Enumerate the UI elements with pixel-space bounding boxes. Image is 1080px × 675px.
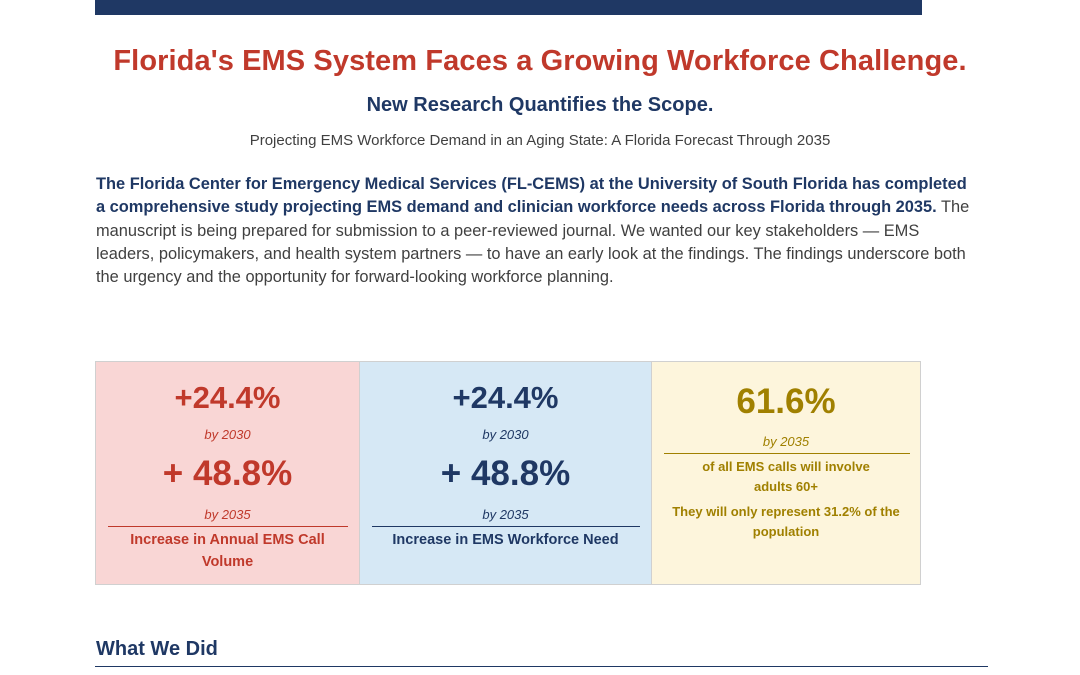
intro-paragraph: The Florida Center for Emergency Medical…	[96, 173, 976, 289]
intro-body: The manuscript is being prepared for sub…	[96, 198, 970, 287]
older-adults-line1: of all EMS calls will involve adults 60+	[702, 459, 870, 494]
older-adults-line2: They will only represent 31.2% of the po…	[672, 504, 900, 539]
older-adults-value: 61.6%	[736, 382, 836, 421]
workforce-description: Increase in EMS Workforce Need	[392, 532, 619, 548]
call-volume-description: Increase in Annual EMS Call Volume	[130, 532, 325, 570]
call-volume-2030-value: +24.4%	[174, 380, 281, 415]
top-banner-bar	[95, 0, 922, 15]
study-caption: Projecting EMS Workforce Demand in an Ag…	[249, 132, 831, 149]
older-adults-label: by 2035	[762, 434, 810, 449]
workforce-2030-label: by 2030	[482, 427, 529, 442]
stats-panel: +24.4% by 2030 + 48.8% by 2035 Increase …	[95, 361, 921, 585]
workforce-2035-value: + 48.8%	[440, 454, 571, 493]
call-volume-2030-label: by 2030	[204, 427, 251, 442]
call-volume-divider	[108, 526, 348, 527]
section-divider	[95, 666, 988, 667]
older-adults-stat-card: 61.6% by 2035 of all EMS calls will invo…	[652, 362, 920, 584]
older-adults-divider	[664, 453, 910, 454]
section-heading: What We Did	[96, 638, 218, 660]
intro-lead: The Florida Center for Emergency Medical…	[96, 175, 967, 217]
workforce-divider	[372, 526, 640, 527]
call-volume-stat-card: +24.4% by 2030 + 48.8% by 2035 Increase …	[96, 362, 360, 584]
page-subtitle: New Research Quantifies the Scope.	[366, 94, 714, 116]
workforce-2035-label: by 2035	[482, 507, 529, 522]
call-volume-2035-value: + 48.8%	[162, 454, 293, 493]
workforce-2030-value: +24.4%	[452, 380, 559, 415]
call-volume-2035-label: by 2035	[204, 507, 251, 522]
page-title: Florida's EMS System Faces a Growing Wor…	[113, 45, 967, 77]
workforce-stat-card: +24.4% by 2030 + 48.8% by 2035 Increase …	[360, 362, 652, 584]
